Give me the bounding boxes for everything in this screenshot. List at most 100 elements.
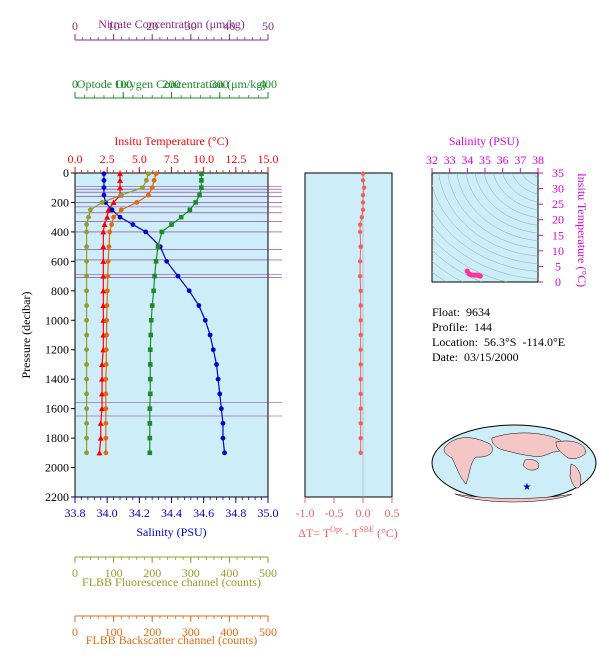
ts-x-tick-label: 38 [532,153,544,167]
ts-diagram-title: Salinity (PSU) [449,134,519,148]
oxygen-point [147,362,153,367]
delta-t-point [358,362,363,367]
backscatter-tick-label: 0 [72,625,78,639]
ts-density-contour [432,250,483,282]
ts-diagram-ylabel: Insitu Temperature (°C) [575,173,589,287]
temperature-axis-label: Insitu Temperature (°C) [114,134,228,148]
backscatter-point [103,435,109,441]
ts-density-contour [438,173,538,257]
oxygen-point [199,185,204,191]
pressure-tick-label: 2000 [45,461,69,475]
backscatter-point [153,171,159,177]
ts-density-contour [521,173,538,187]
salinity-point [101,192,107,198]
temperature-point [97,435,104,441]
fluorescence-tick-label: 400 [220,566,238,580]
oxygen-point [193,200,198,205]
oxygen-axis-label: Optode Oxygen Concentration (μm/kg) [77,77,266,91]
ts-density-contour [511,173,538,195]
temperature-tick-label: 15.0 [258,152,279,166]
salinity-point [215,376,221,382]
delta-t-point [358,391,363,397]
ts-x-tick-label: 32 [426,153,438,167]
salinity-point [202,317,208,323]
backscatter-point [109,222,115,227]
backscatter-point [105,288,110,294]
ts-panel-background [431,172,539,283]
world-map: ★ [431,424,597,503]
temperature-point [100,258,107,264]
backscatter-point [134,200,140,205]
ts-y-tick-label: 15 [552,228,564,242]
salinity-tick-label: 33.8 [65,506,86,520]
temperature-tick-label: 5.0 [132,152,147,166]
pressure-tick-label: 1800 [45,431,69,445]
delta-t-point [360,200,366,205]
fluorescence-point [84,391,89,397]
salinity-point [214,362,219,367]
backscatter-tick-label: 300 [182,625,200,639]
salinity-point [196,303,202,308]
ts-density-contour [456,173,538,241]
oxygen-tick-label: 100 [114,77,132,91]
temperature-point [104,214,111,220]
temperature-tick-label: 7.5 [164,152,179,166]
oxygen-point [148,317,154,323]
salinity-point [130,222,136,227]
ts-x-tick-label: 35 [479,153,491,167]
oxygen-point [147,406,153,411]
fluorescence-point [84,376,89,382]
nitrate-tick-label: 50 [262,19,274,33]
ts-y-tick-label: 10 [552,244,564,258]
oxygen-point [199,171,204,177]
oxygen-point [151,288,156,294]
salinity-point [210,347,216,353]
temperature-point [110,199,117,205]
oxygen-point [159,229,165,235]
backscatter-point [106,244,112,250]
oxygen-point [197,192,202,198]
ts-density-contour [502,173,538,203]
fluorescence-tick-label: 200 [143,566,161,580]
backscatter-point [103,347,109,353]
oxygen-tick-label: 300 [211,77,229,91]
delta-t-point [358,347,363,352]
salinity-point [220,435,226,441]
nitrate-tick-label: 30 [185,19,197,33]
delta-t-axis-label: ΔT= TOpt - TSBE (°C) [298,525,398,540]
salinity-point [101,177,107,183]
fluorescence-point [84,288,89,294]
nitrate-tick-label: 10 [108,19,120,33]
location-label: Location: 56.3°S -114.0°E [432,335,566,349]
temperature-tick-label: 10.0 [193,152,214,166]
salinity-point [218,406,224,412]
fluorescence-point [84,420,89,426]
temperature-point [96,449,103,456]
temperature-point [117,177,124,183]
delta-t-point [357,259,363,264]
fluorescence-tick-label: 100 [105,566,123,580]
temperature-point [100,287,107,294]
backscatter-point [118,207,124,213]
salinity-axis-label: Salinity (PSU) [136,525,206,539]
salinity-point [101,185,107,191]
backscatter-point [105,273,111,279]
fluorescence-point [84,273,89,279]
delta-t-point [357,229,363,235]
fluorescence-point [84,303,89,308]
oxygen-point [149,303,155,308]
fluorescence-point [84,362,89,367]
temperature-point [100,243,107,250]
oxygen-point [152,273,157,279]
nitrate-tick-label: 40 [223,19,235,33]
delta-t-point [360,192,366,198]
fluorescence-point [84,450,89,456]
oxygen-point [169,222,174,227]
pressure-tick-label: 2200 [45,490,69,504]
pressure-tick-label: 600 [51,254,69,268]
temperature-tick-label: 2.5 [100,152,115,166]
delta-t-point [361,185,367,190]
backscatter-point [145,192,151,198]
backscatter-point [103,391,109,397]
